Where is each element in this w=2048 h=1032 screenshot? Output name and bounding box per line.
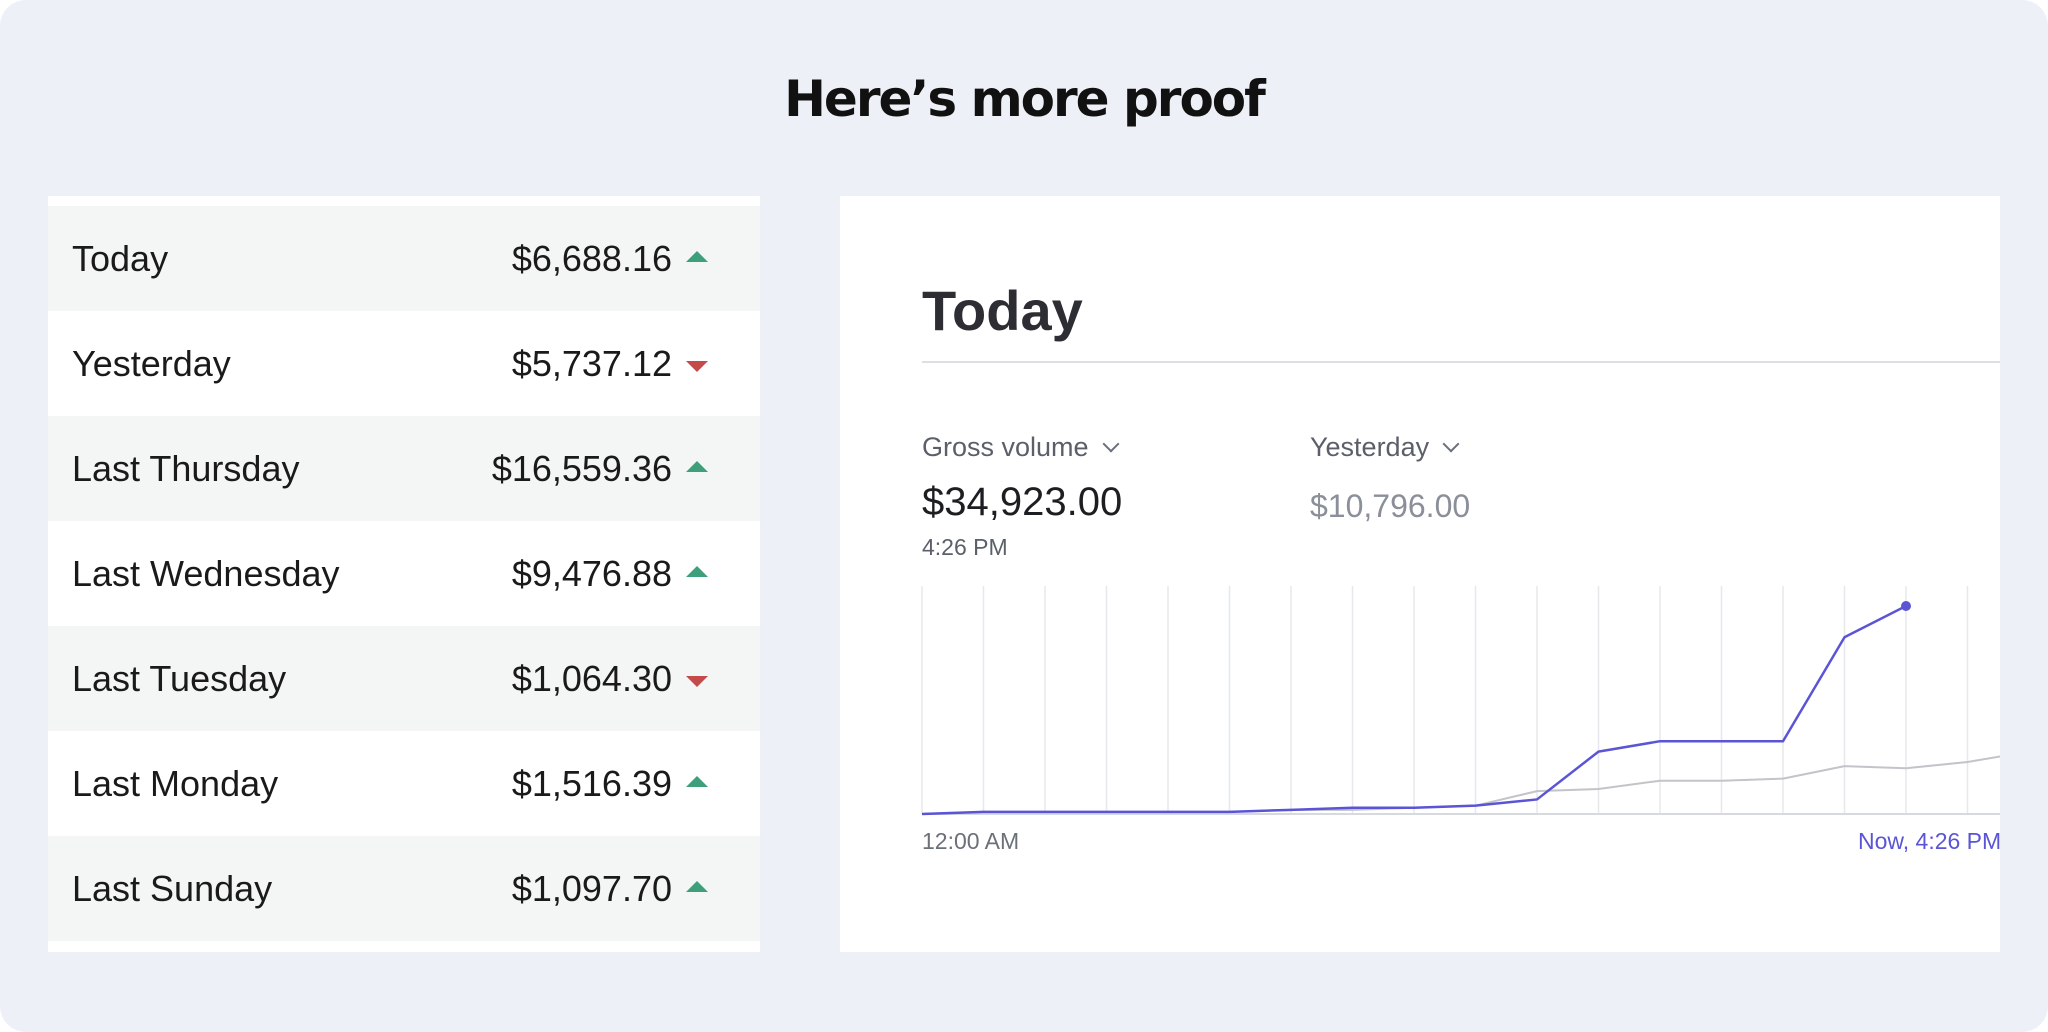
summary-row-value: $1,064.30 bbox=[511, 657, 672, 699]
summary-row-label: Last Wednesday bbox=[72, 552, 340, 594]
summary-row-value: $6,688.16 bbox=[511, 237, 672, 279]
gross-volume-time: 4:26 PM bbox=[922, 534, 1008, 560]
summary-row-label: Last Sunday bbox=[72, 867, 273, 909]
trend-up-icon bbox=[686, 565, 708, 577]
title-divider bbox=[922, 361, 2000, 363]
trend-up-icon bbox=[686, 880, 708, 892]
summary-row: Last Wednesday $9,476.88 bbox=[48, 521, 760, 626]
trend-up-icon bbox=[686, 775, 708, 787]
current-value-point[interactable] bbox=[1901, 601, 1911, 611]
trend-down-icon bbox=[686, 675, 708, 687]
daily-summary-panel: Today $6,688.16 Yesterday $5,737.12 Last Thu… bbox=[48, 196, 760, 952]
summary-row-value: $9,476.88 bbox=[511, 552, 672, 594]
summary-row: Last Monday $1,516.39 bbox=[48, 731, 760, 836]
dashboard-title: Today bbox=[922, 279, 1083, 342]
summary-row-value: $1,097.70 bbox=[511, 867, 672, 909]
trend-up-icon bbox=[686, 460, 708, 472]
x-axis-start-label: 12:00 AM bbox=[922, 828, 1020, 854]
trend-up-icon bbox=[686, 250, 708, 262]
summary-row-value: $16,559.36 bbox=[491, 447, 672, 489]
yesterday-line bbox=[921, 755, 2000, 815]
trend-down-icon bbox=[686, 360, 708, 372]
summary-row-label: Last Tuesday bbox=[72, 657, 287, 699]
x-axis-end-label: Now, 4:26 PM bbox=[1858, 828, 2000, 854]
summary-row-value: $1,516.39 bbox=[511, 762, 672, 804]
page-headline: Here’s more proof bbox=[784, 70, 1266, 128]
summary-row-label: Today bbox=[72, 237, 169, 279]
summary-row: Last Thursday $16,559.36 bbox=[48, 416, 760, 521]
gross-volume-chart bbox=[921, 586, 2000, 816]
summary-row-label: Last Monday bbox=[72, 762, 279, 804]
summary-row: Yesterday $5,737.12 bbox=[48, 311, 760, 416]
summary-row: Last Sunday $1,097.70 bbox=[48, 836, 760, 941]
compare-period-label: Yesterday bbox=[1310, 432, 1430, 462]
gross-volume-line bbox=[921, 604, 1907, 816]
gross-volume-label: Gross volume bbox=[922, 432, 1089, 462]
compare-period-selector[interactable]: Yesterday bbox=[1310, 432, 1460, 463]
summary-row: Last Tuesday $1,064.30 bbox=[48, 626, 760, 731]
dashboard-panel: Today Gross volume $34,923.00 4:26 PM Ye… bbox=[840, 196, 2000, 952]
summary-row-label: Yesterday bbox=[72, 342, 231, 384]
compare-period-value: $10,796.00 bbox=[1310, 488, 1471, 524]
summary-row-value: $5,737.12 bbox=[511, 342, 672, 384]
gross-volume-value: $34,923.00 bbox=[922, 480, 1123, 524]
summary-row: Today $6,688.16 bbox=[48, 206, 760, 311]
gross-volume-selector[interactable]: Gross volume bbox=[922, 432, 1120, 463]
summary-row-label: Last Thursday bbox=[72, 447, 300, 489]
